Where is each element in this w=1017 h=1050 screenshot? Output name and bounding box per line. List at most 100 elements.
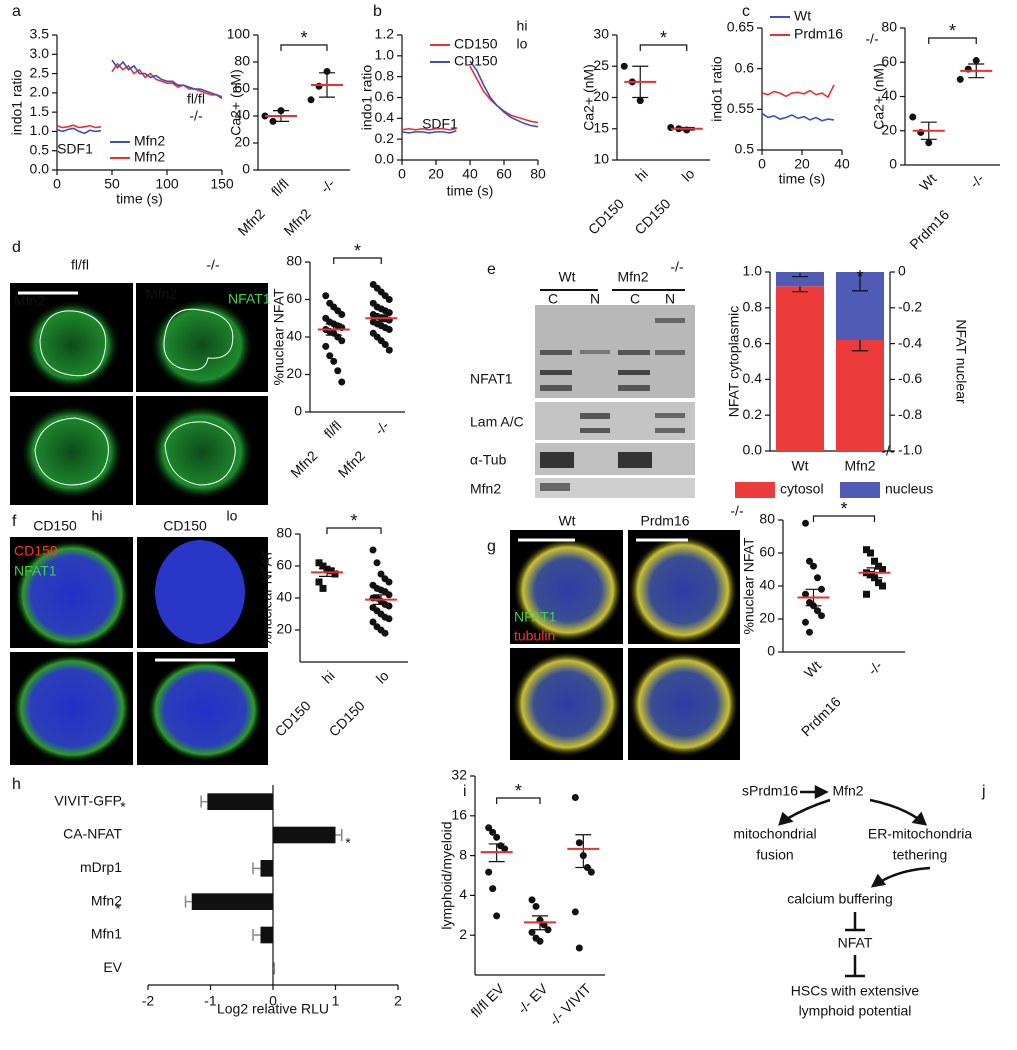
y2-tick-label: 0 [898,263,906,279]
y-tick-label: 10 [593,151,609,167]
data-line [56,59,223,135]
data-line [761,112,835,122]
significance-bracket [812,515,876,522]
group-label: Mfn2 [335,447,368,480]
x-tick-label: lo [678,165,697,184]
error-bar [200,795,208,808]
data-point [338,337,346,345]
y-tick-label: 80 [276,525,292,541]
error-bar [575,834,592,869]
y-tick-label: 80 [234,53,250,69]
data-point [806,628,813,636]
annotation: SDF1 [57,141,93,157]
y-tick-label: 0 [294,403,302,419]
error-bar [184,895,192,908]
y-tick-label: 40 [881,87,897,103]
y-tick-label: 15 [593,119,609,135]
significance-bracket [333,257,382,264]
annotation: * [345,835,351,851]
y-axis-label: lymphoid/myeloid [439,821,455,929]
group-label: Prdm16 [906,206,952,252]
y-tick-label: 4 [459,886,467,902]
y-tick-label: 80 [759,511,775,527]
bar-segment [776,286,824,451]
lane-label: N [590,291,600,307]
x-tick-label: 80 [530,166,546,182]
y-tick-label: 0.6 [743,334,763,350]
y-tick-label: 0.6 [375,88,395,104]
data-point [485,824,493,832]
y-tick-label: 0.5 [30,141,50,157]
significance: * [300,28,307,48]
lane-label: C [630,291,640,307]
data-point [575,944,583,952]
data-point [369,546,377,554]
y-tick-label: 20 [593,88,609,104]
y-tick-label: 16 [451,807,467,823]
y-tick-label: 1.0 [743,263,763,279]
legend-label: Mfn2 [134,149,165,165]
row-label: Mfn2 [470,481,501,497]
data-point [385,578,393,586]
y-tick-label: 0.8 [743,299,763,315]
legend-label: cytosol [780,481,824,497]
y-tick-label: 2.5 [30,64,50,80]
error-bar [792,273,808,278]
y-tick-label: 60 [276,557,292,573]
group-label: Prdm16 [798,693,844,739]
y-tick-label: VIVIT-GFP [54,792,122,808]
y-tick-label: 0.2 [743,406,763,422]
data-point [315,559,323,567]
node: ER-mitochondria [868,826,972,842]
data-point [369,618,377,626]
x-tick-label: -2 [142,993,155,1009]
data-point [319,562,327,570]
data-point [377,570,385,578]
x-tick-label: 1 [332,993,340,1009]
data-point [381,629,389,637]
group-label: Mfn2 [287,447,320,480]
y-tick-label: 0.6 [735,59,755,75]
y2-tick-label: -0.8 [898,406,922,422]
data-point [493,833,501,841]
significance: * [840,499,847,519]
panel-label: g [487,538,496,555]
y-tick-label: 1.2 [375,26,395,42]
significance: * [515,781,522,801]
x-tick-label: Mfn2 [844,458,875,474]
y-tick-label: 20 [276,621,292,637]
y-tick-label: 0 [767,643,775,659]
group-label: Mfn2 [617,269,648,285]
y-axis-label: %nuclear NFAT [271,288,287,385]
data-point [863,590,870,598]
bar-segment [836,340,884,451]
y2-tick-label: -0.6 [898,370,922,386]
y-tick-label: 40 [234,107,250,123]
lane-label: N [665,291,675,307]
y-tick-label: 25 [593,57,609,73]
legend-label: Mfn2 [134,133,165,149]
data-point [814,574,821,582]
data-point [667,124,675,131]
y-tick-label: 0.65 [727,19,754,35]
y-tick-label: 40 [759,577,775,593]
y-tick-label: 20 [881,121,897,137]
x-tick-label: lo [373,667,392,686]
x-tick-label: -/- EV [514,980,551,1017]
annotation: * [115,901,121,917]
y-tick-label: 60 [759,544,775,560]
data-point [571,794,579,802]
x-tick-label: 150 [210,176,234,192]
significance: * [856,267,863,287]
data-point [381,341,389,348]
y-tick-label: 80 [286,253,302,269]
bar [273,826,336,844]
x-tick-label: -/- [865,657,886,678]
node: lymphoid potential [799,1003,912,1019]
image-label: Mfn2 [14,293,45,309]
data-point [867,549,874,557]
y-axis-label: Ca2+ (nM) [228,69,244,136]
x-axis-label: time (s) [779,171,826,187]
data-point [909,113,917,121]
data-point [875,579,882,587]
